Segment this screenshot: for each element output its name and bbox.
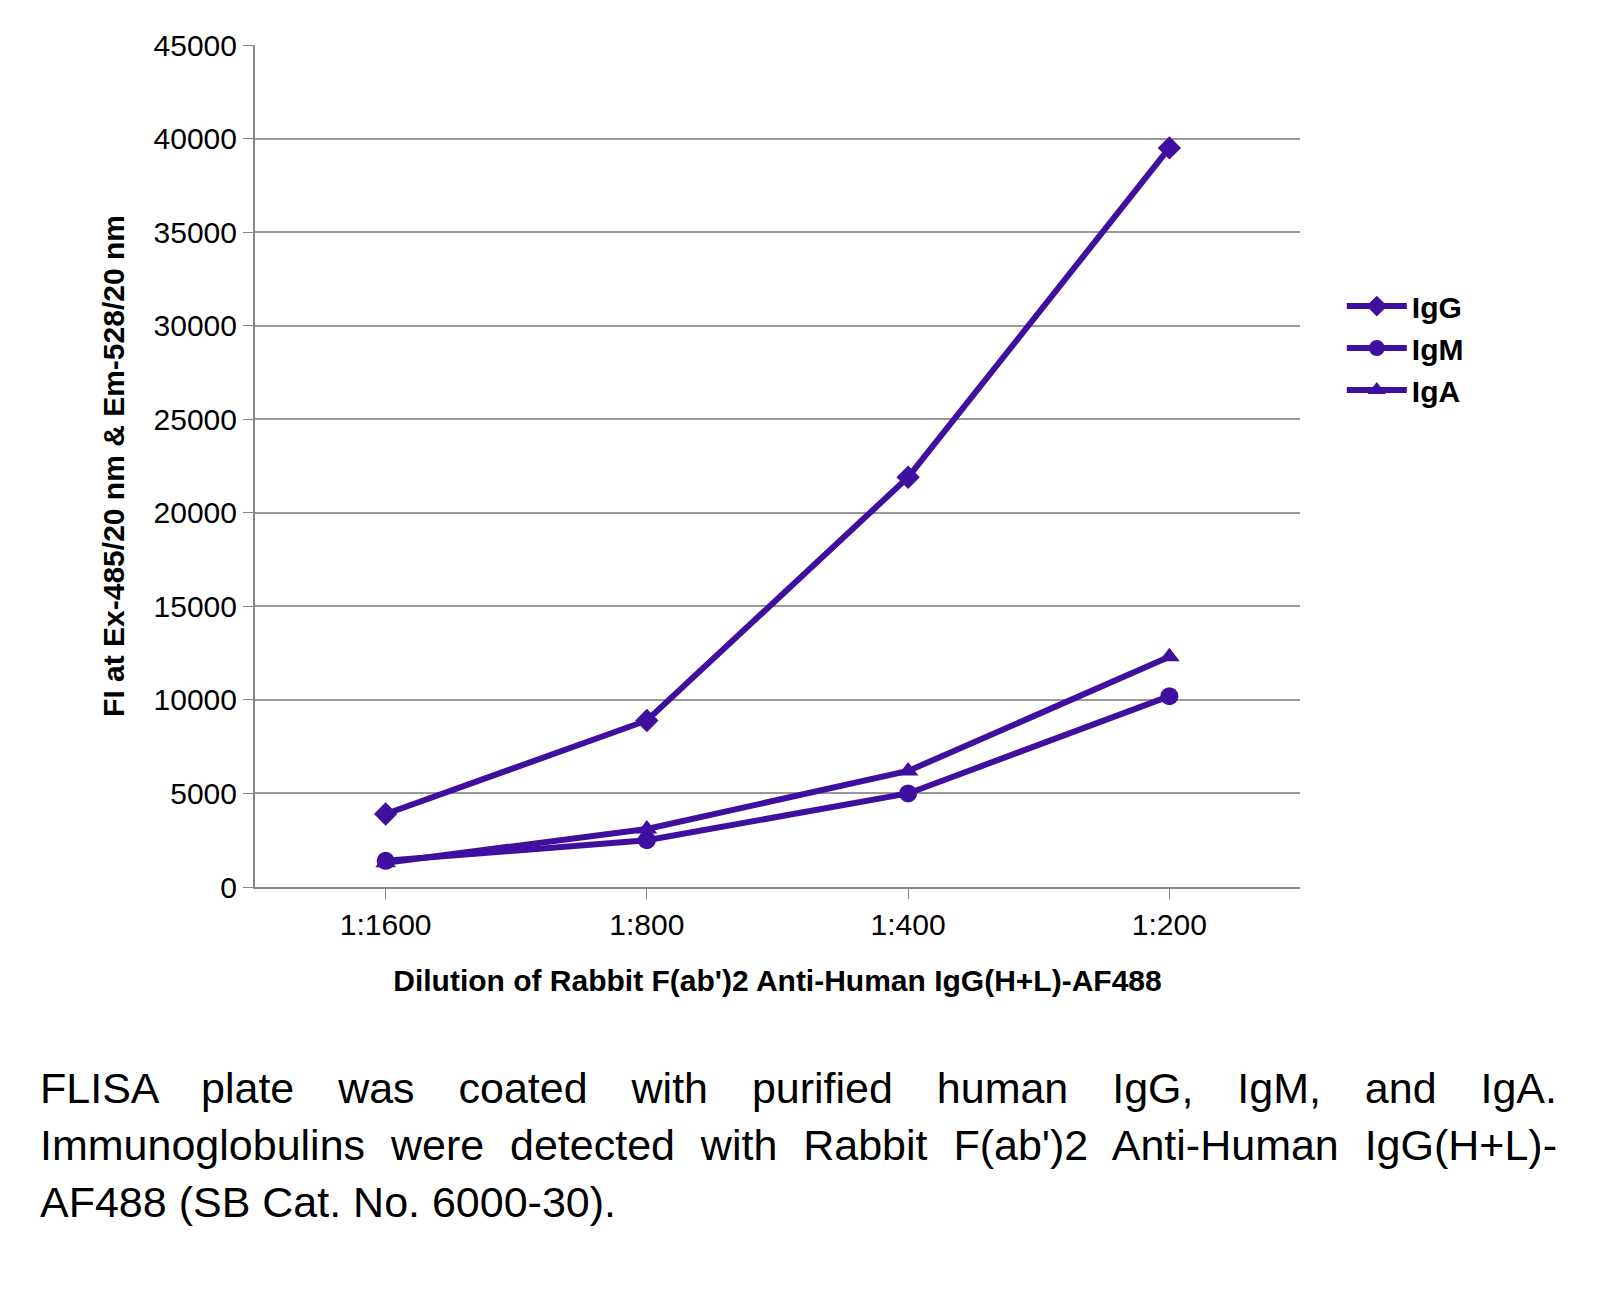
svg-text:35000: 35000 [154, 216, 237, 249]
svg-text:IgM: IgM [1412, 333, 1464, 366]
svg-text:45000: 45000 [154, 29, 237, 62]
svg-text:30000: 30000 [154, 309, 237, 342]
svg-text:15000: 15000 [154, 590, 237, 623]
html-text:FLISA plate was coated with pu: FLISA plate was coated with purified hum… [40, 1064, 1557, 1227]
svg-text:1:1600: 1:1600 [340, 908, 432, 941]
svg-text:5000: 5000 [170, 777, 237, 810]
svg-text:Dilution of Rabbit F(ab')2 Ant: Dilution of Rabbit F(ab')2 Anti-Human Ig… [393, 964, 1161, 997]
svg-text:1:400: 1:400 [871, 908, 946, 941]
svg-text:1:800: 1:800 [609, 908, 684, 941]
svg-text:IgA: IgA [1412, 375, 1460, 408]
svg-text:FI at Ex-485/20 nm & Em-528/20: FI at Ex-485/20 nm & Em-528/20 nm [97, 215, 130, 717]
svg-text:40000: 40000 [154, 122, 237, 155]
svg-text:0: 0 [220, 871, 237, 904]
svg-text:25000: 25000 [154, 403, 237, 436]
svg-text:1:200: 1:200 [1132, 908, 1207, 941]
svg-text:10000: 10000 [154, 683, 237, 716]
svg-text:20000: 20000 [154, 496, 237, 529]
svg-text:IgG: IgG [1412, 291, 1462, 324]
